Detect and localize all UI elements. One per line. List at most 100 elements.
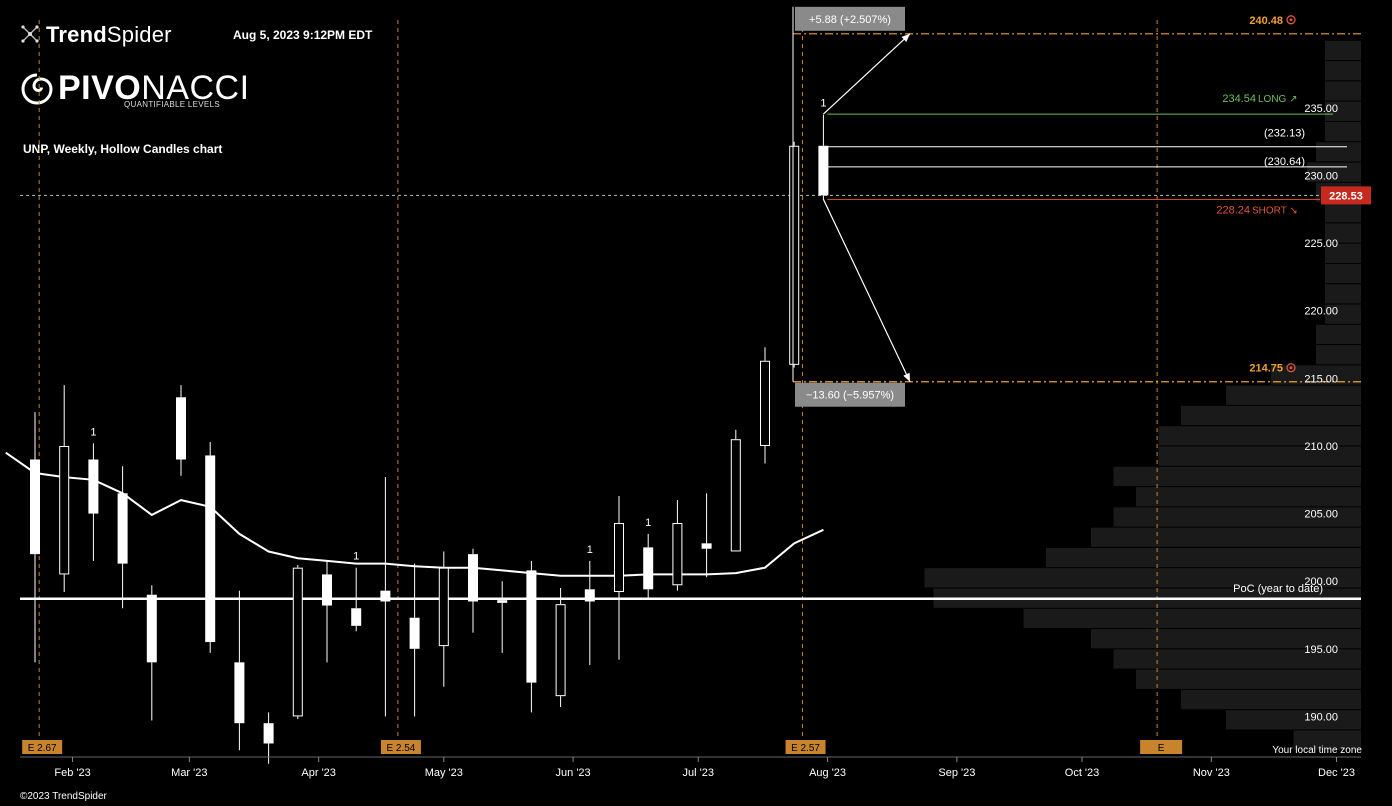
candle-marker: 1 (353, 551, 359, 563)
x-tick-label: Dec '23 (1318, 767, 1355, 779)
candle-body (701, 543, 712, 549)
candle-body (438, 567, 449, 647)
candle-body (468, 554, 478, 602)
candle (730, 429, 741, 552)
target-icon-ring (1286, 15, 1296, 25)
target-icon (1286, 363, 1296, 373)
candle-body (409, 617, 420, 649)
volume-profile-bar (1325, 81, 1361, 101)
candle (438, 551, 449, 687)
candle-body (146, 594, 157, 663)
candle-body (818, 145, 829, 196)
candle: 1 (88, 426, 99, 561)
pivonacci-bold: PIVO (58, 69, 142, 107)
target-icon-ring (1286, 363, 1296, 373)
volume-profile-bar (1113, 466, 1361, 487)
target-icon (1286, 15, 1296, 25)
candle (409, 563, 420, 717)
level-upper-1-label: (232.13) (1264, 128, 1305, 140)
brand-bold: Trend (46, 22, 107, 47)
candle: 1 (818, 98, 829, 200)
candle-marker: 1 (90, 426, 96, 438)
volume-profile-bar (1325, 101, 1361, 121)
candle (322, 560, 332, 663)
volume-profile-bar (1271, 365, 1361, 385)
target-icon-dot (1289, 18, 1293, 22)
projection-up: +5.88 (+2.507%) (795, 6, 911, 115)
projection-label: +5.88 (+2.507%) (809, 14, 891, 26)
volume-profile-bar (1293, 730, 1361, 750)
moving-average-line (5, 451, 824, 577)
candle (176, 385, 186, 476)
projection-label: −13.60 (−5.957%) (806, 390, 894, 402)
pivonacci-spiral-icon (21, 73, 53, 105)
candle-body (789, 145, 800, 365)
candle-marker: 1 (820, 98, 826, 110)
volume-profile-bar (924, 568, 1361, 588)
x-tick-label: Aug '23 (809, 767, 846, 779)
y-tick-label: 225.00 (1304, 238, 1338, 250)
candle-body (497, 600, 508, 603)
volume-profile-bar (1325, 284, 1361, 304)
candle (497, 581, 508, 653)
candle (526, 560, 537, 713)
candle: 1 (584, 544, 595, 666)
target-low-label: 214.75 (1249, 363, 1283, 375)
poc-label: PoC (year to date) (1233, 583, 1323, 595)
volume-profile-bar (1046, 547, 1361, 568)
short-tag-label: SHORT ↘ (1252, 205, 1298, 216)
volume-profile-bar (1226, 710, 1361, 730)
volume-profile-bar (1158, 446, 1361, 466)
y-tick-label: 235.00 (1304, 103, 1338, 115)
pivonacci-light: NACCI (141, 69, 250, 107)
last-price-label: 228.53 (1329, 190, 1363, 202)
candle-body (584, 589, 595, 602)
volume-profile-bar (1226, 385, 1361, 405)
candle (205, 441, 216, 653)
volume-profile-bar (1158, 426, 1361, 446)
candle (59, 385, 70, 593)
candle-body (292, 567, 303, 717)
candle: 1 (643, 517, 654, 599)
candle (30, 412, 40, 663)
brand-light: Spider (106, 22, 172, 47)
candle-marker: 1 (587, 544, 593, 556)
y-tick-label: 190.00 (1304, 711, 1338, 723)
x-tick-label: Apr '23 (301, 767, 336, 779)
candle-body (30, 459, 40, 555)
chart-title: UNP, Weekly, Hollow Candles chart (23, 142, 223, 156)
x-tick-label: Feb '23 (54, 767, 90, 779)
timezone-button[interactable]: Your local time zone (1272, 745, 1362, 756)
y-tick-label: 220.00 (1304, 306, 1338, 318)
level-upper-2-label: (230.64) (1264, 156, 1305, 168)
candle-body (234, 662, 245, 724)
candle (555, 587, 566, 707)
candle-body (614, 523, 624, 593)
candle-marker: 1 (645, 517, 651, 529)
x-tick-label: Oct '23 (1065, 767, 1100, 779)
volume-profile-bar (1325, 203, 1361, 223)
candle: 1 (351, 551, 362, 632)
earnings-badge (785, 740, 826, 754)
projection-box (795, 6, 905, 31)
trendspider-icon (21, 25, 39, 43)
candle-body (760, 360, 770, 446)
y-tick-label: 210.00 (1304, 441, 1338, 453)
earnings-badge (380, 740, 421, 754)
projection-down: −13.60 (−5.957%) (795, 199, 911, 407)
volume-profile-bar (1325, 263, 1361, 284)
candle (292, 564, 303, 720)
volume-profile-bar (1113, 507, 1361, 527)
candle-body (205, 455, 216, 643)
trendspider-logo: TrendSpider (20, 22, 172, 48)
last-price-badge (1321, 186, 1371, 205)
volume-profile-bar (1316, 142, 1361, 162)
volume-profile-bar (1325, 243, 1361, 263)
volume-profile-bar (1325, 121, 1361, 142)
earnings-badge (22, 740, 63, 754)
earnings-badge-label: E 2.67 (28, 743, 57, 754)
candle-body (117, 493, 128, 564)
long-tag-label: LONG ↗ (1258, 94, 1298, 105)
chart-timestamp: Aug 5, 2023 9:12PM EDT (233, 28, 373, 42)
